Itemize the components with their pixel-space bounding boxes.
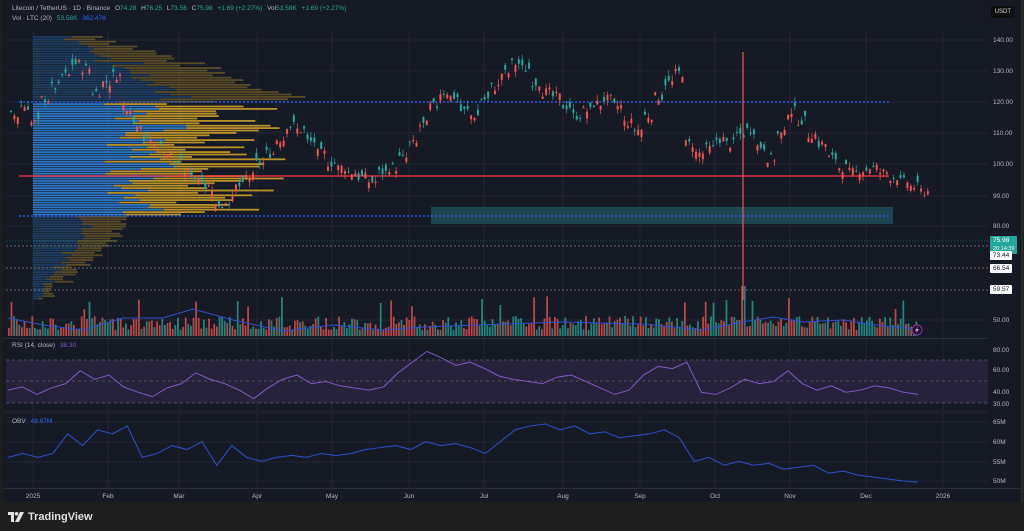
svg-text:Feb: Feb [102,493,114,500]
low-value: 73.56 [170,5,187,12]
footer: TradingView [0,502,1024,531]
level-tag-73: 73.44 [990,251,1013,260]
svg-text:40.00: 40.00 [993,389,1010,396]
level-tag-59: 59.57 [990,285,1013,294]
svg-text:90.00: 90.00 [993,193,1010,200]
svg-text:Jul: Jul [480,493,489,500]
svg-text:Sep: Sep [634,493,646,500]
volume-bars [8,286,918,336]
chart-canvas[interactable]: 140.00 130.00 120.00 110.00 100.00 90.00 80.00… [3,0,1021,502]
close-value: 75.98 [196,5,213,12]
high-value: 76.25 [145,5,163,12]
rsi-line [7,350,919,400]
svg-text:30.00: 30.00 [993,401,1010,408]
vol-change-value: +1.69 (+2.27%) [301,5,347,12]
svg-text:55M: 55M [993,459,1006,466]
svg-text:50.00: 50.00 [993,317,1010,324]
support-zone [431,207,893,224]
obv-legend[interactable]: OBV 49.67M [12,418,53,425]
lightning-alert-icon[interactable] [911,324,923,336]
svg-text:100.00: 100.00 [993,161,1013,168]
svg-text:Mar: Mar [173,493,185,500]
svg-text:Jun: Jun [404,493,415,500]
volume-profile [33,36,306,300]
brand-name: TradingView [28,511,93,523]
svg-text:50M: 50M [993,478,1006,485]
rsi-legend[interactable]: RSI (14, close) 38.30 [12,342,77,349]
candles [10,52,929,300]
svg-text:110.00: 110.00 [993,130,1013,137]
volume-legend[interactable]: Vol · LTC (20) 53.58K 362.47K [12,15,107,22]
tradingview-logo-icon [8,512,24,522]
countdown: 20:14:39 [993,246,1015,252]
svg-text:Aug: Aug [557,493,569,500]
svg-text:120.00: 120.00 [993,99,1013,106]
open-value: 74.28 [120,5,137,12]
chart-frame[interactable]: 140.00 130.00 120.00 110.00 100.00 90.00 80.00… [3,0,1023,502]
svg-text:60.00: 60.00 [993,367,1010,374]
svg-text:60M: 60M [993,439,1006,446]
obv-axis: 65M 60M 55M 50M [993,419,1006,485]
svg-text:65M: 65M [993,419,1006,426]
svg-text:Oct: Oct [710,493,720,500]
volume-ma-line [7,308,918,332]
svg-text:140.00: 140.00 [993,37,1013,44]
svg-text:80.00: 80.00 [993,223,1010,230]
obv-line [7,423,919,483]
rsi-band [6,360,988,403]
level-tag-66: 66.54 [990,264,1013,273]
symbol-title[interactable]: Litecoin / TetherUS · 1D · Binance [12,5,111,12]
svg-text:Dec: Dec [860,493,872,500]
time-axis: 2025 Feb Mar Apr May Jun Jul Aug Sep Oct Nov Dec 202… [26,493,951,500]
svg-text:May: May [326,493,339,500]
change-value: +1.69 (+2.27%) [217,5,263,12]
svg-text:2025: 2025 [26,493,41,500]
symbol-legend[interactable]: Litecoin / TetherUS · 1D · Binance O74.2… [12,5,347,12]
svg-text:130.00: 130.00 [993,68,1013,75]
currency-badge[interactable]: USDT [990,6,1015,18]
rsi-axis: 80.00 60.00 40.00 30.00 [993,347,1010,408]
vol-value: 53.58K [276,5,297,12]
svg-text:Apr: Apr [252,493,263,500]
tradingview-logo[interactable]: TradingView [8,511,93,523]
svg-text:80.00: 80.00 [993,347,1010,354]
svg-text:Nov: Nov [784,493,796,500]
last-price-tag: 75.98 20:14:39 [990,236,1018,254]
price-axis: 140.00 130.00 120.00 110.00 100.00 90.00 80.00… [993,37,1013,324]
svg-text:2026: 2026 [936,493,951,500]
